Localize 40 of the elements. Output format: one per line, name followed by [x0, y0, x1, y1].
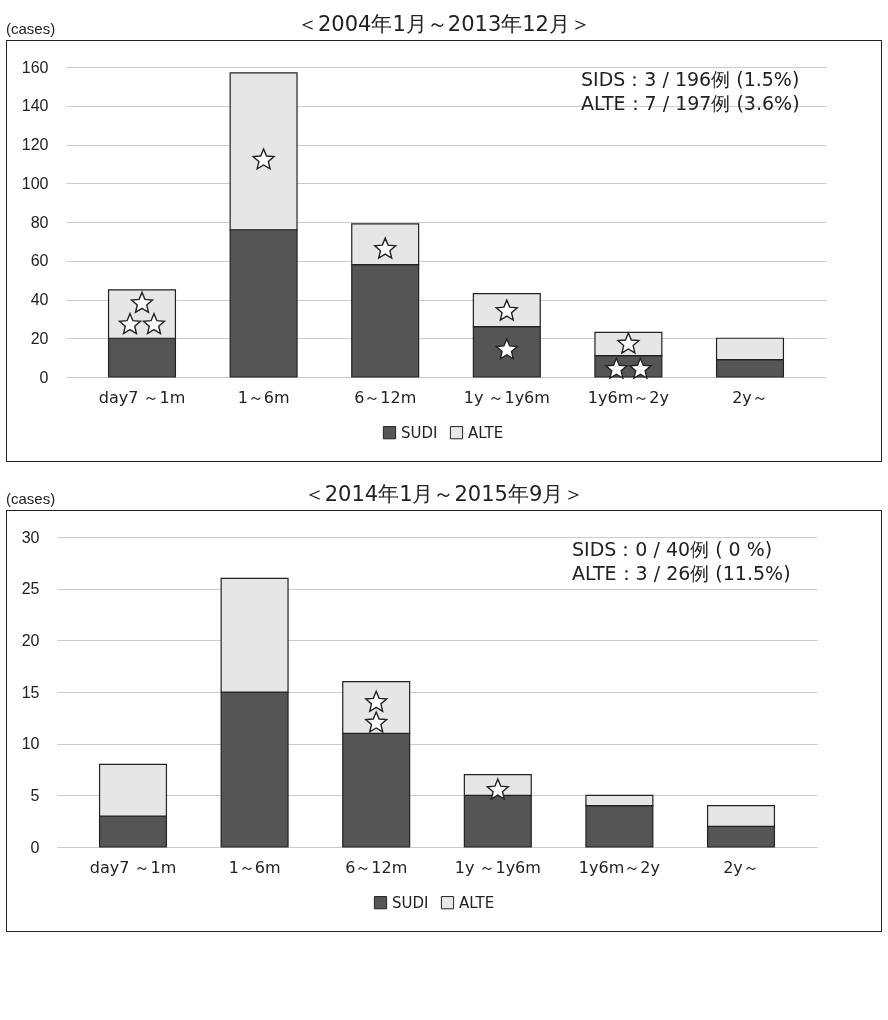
annotation: SIDS：0 / 40例 ( 0 %)	[572, 538, 773, 560]
annotation: ALTE：7 / 197例 (3.6%)	[581, 92, 800, 114]
x-tick-label: day7 ～1m	[89, 857, 177, 877]
y-tick-label: 80	[30, 213, 49, 231]
legend-label: ALTE	[468, 423, 504, 442]
legend-label: SUDI	[392, 893, 429, 912]
y-tick-label: 20	[30, 329, 49, 347]
x-tick-label: 2y～	[723, 857, 759, 877]
x-tick-label: 1～6m	[237, 387, 290, 407]
y-tick-label: 0	[39, 368, 49, 386]
annotation: ALTE：3 / 26例 (11.5%)	[572, 562, 791, 584]
y-tick-label: 100	[21, 174, 49, 192]
y-tick-label: 20	[21, 631, 40, 649]
x-tick-label: 6～12m	[345, 857, 408, 877]
y-tick-label: 60	[30, 252, 49, 270]
annotation: SIDS：3 / 196例 (1.5%)	[581, 68, 800, 90]
x-tick-label: 1y ～1y6m	[454, 857, 541, 877]
y-tick-label: 160	[21, 58, 49, 76]
y-tick-label: 120	[21, 136, 49, 153]
x-tick-label: 2y～	[732, 387, 768, 407]
chart-title: ＜2004年1月～2013年12月＞	[297, 12, 591, 36]
y-tick-label: 10	[21, 735, 40, 753]
x-tick-label: 1y6m～2y	[587, 387, 669, 407]
y-axis-title: (cases)	[6, 20, 56, 37]
x-tick-label: day7 ～1m	[98, 387, 186, 407]
y-axis-title: (cases)	[6, 490, 56, 507]
legend-label: SUDI	[401, 423, 438, 442]
x-tick-label: 1y ～1y6m	[463, 387, 550, 407]
y-tick-label: 25	[21, 580, 40, 598]
y-tick-label: 30	[21, 528, 40, 546]
x-tick-label: 1～6m	[228, 857, 281, 877]
y-tick-label: 40	[30, 291, 49, 308]
y-tick-label: 15	[21, 683, 40, 701]
x-tick-label: 1y6m～2y	[578, 857, 660, 877]
x-tick-label: 6～12m	[354, 387, 417, 407]
y-tick-label: 5	[30, 786, 40, 804]
y-tick-label: 140	[21, 97, 49, 115]
y-tick-label: 0	[30, 838, 40, 856]
legend-label: ALTE	[459, 893, 495, 912]
chart-title: ＜2014年1月～2015年9月＞	[303, 482, 585, 506]
